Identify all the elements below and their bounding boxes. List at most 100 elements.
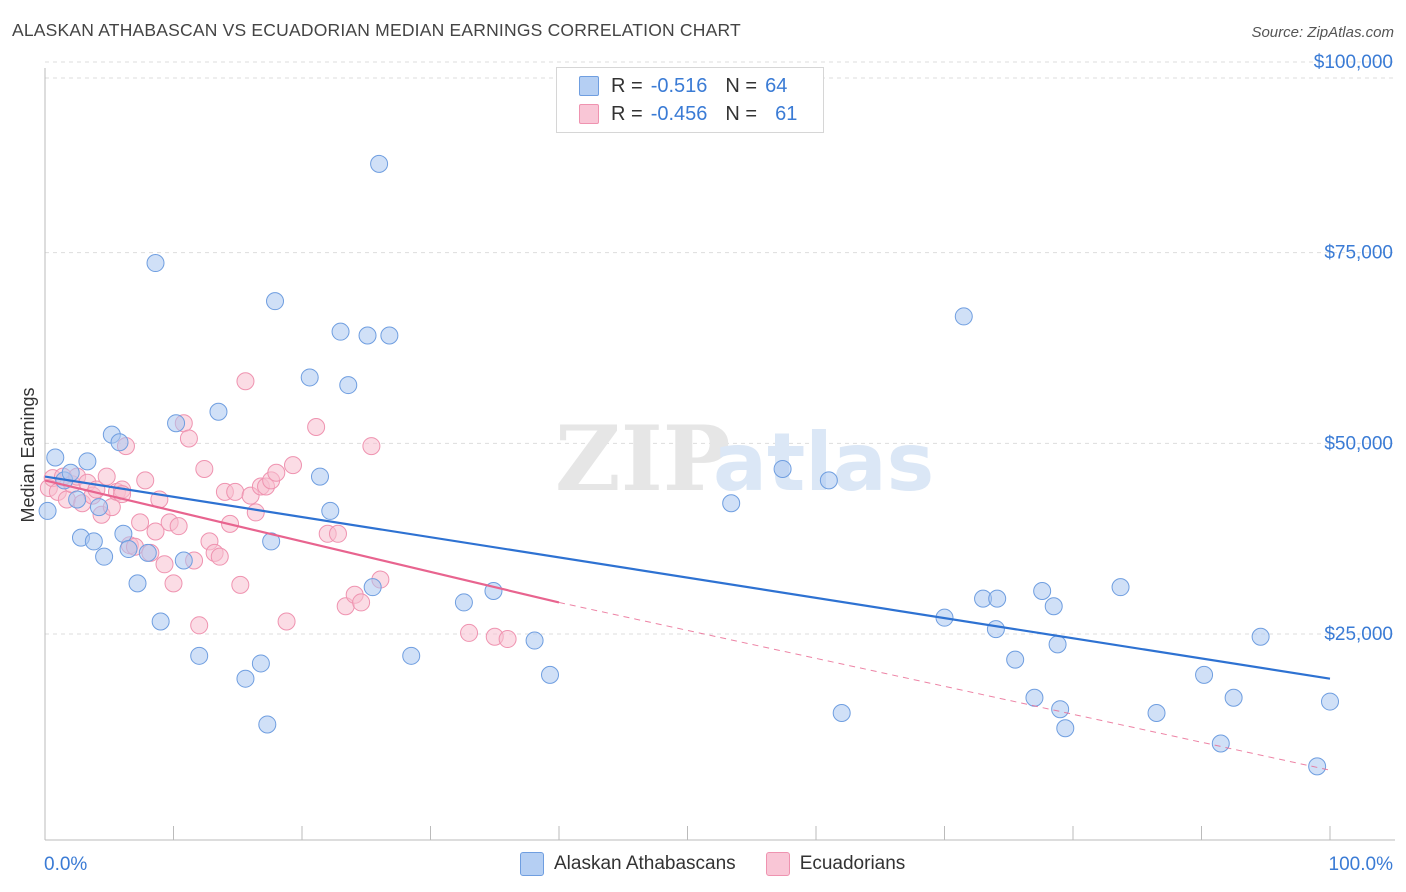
alaskan-point — [819, 471, 838, 490]
legend-item-ecuadorian: Ecuadorians — [765, 852, 906, 876]
ecuadorians-points — [39, 372, 517, 649]
legend-swatch-pink — [765, 852, 790, 876]
alaskan-point — [89, 498, 108, 517]
alaskan-point — [236, 669, 255, 688]
ecuadorian-point — [352, 593, 371, 612]
alaskan-point — [167, 414, 186, 433]
alaskan-point — [1033, 581, 1052, 600]
legend-n-label: N = — [725, 74, 758, 97]
alaskan-point — [151, 612, 170, 631]
legend-row-alaskan: R = -0.516 N = 64 — [557, 72, 787, 100]
alaskan-point — [402, 646, 421, 665]
y-tick-label: $25,000 — [1324, 624, 1393, 645]
ecuadorian-point — [226, 482, 245, 501]
alaskan-point — [138, 543, 157, 562]
alaskan-point — [1195, 665, 1214, 684]
alaskan-trend-line — [44, 475, 1331, 680]
legend-label-alaskan: Alaskan Athabascans — [554, 853, 736, 874]
ecuadorian-point — [236, 372, 255, 391]
alaskan-point — [146, 254, 165, 273]
ecuadorian-point — [246, 503, 265, 522]
alaskan-point — [773, 459, 792, 478]
ecuadorian-point — [460, 623, 479, 642]
legend-swatch-pink — [579, 104, 599, 124]
legend-n-value: 61 — [775, 102, 798, 125]
alaskan-point — [119, 540, 138, 559]
alaskan-point — [988, 589, 1007, 608]
watermark-atlas: atlas — [713, 416, 934, 509]
y-tick-label: $50,000 — [1324, 433, 1393, 454]
alaskan-point — [1251, 627, 1270, 646]
alaskan-point — [310, 467, 329, 486]
ecuadorian-point — [155, 555, 174, 574]
tick-labels: $25,000 $50,000 $75,000 $100,000 0.0% 100.0% — [44, 52, 1393, 875]
alaskan-point — [209, 402, 228, 421]
legend-item-alaskan: Alaskan Athabascans — [520, 852, 736, 876]
alaskan-point — [1056, 719, 1075, 738]
alaskan-point — [262, 532, 281, 551]
alaskan-point — [78, 452, 97, 471]
ecuadorian-point — [362, 437, 381, 456]
ecuadorian-trend-line — [44, 479, 560, 604]
ecuadorian-point — [195, 459, 214, 478]
alaskan-point — [339, 376, 358, 395]
y-tick-label: $100,000 — [1314, 52, 1393, 73]
legend-swatch-blue — [520, 852, 544, 876]
ecuadorian-point — [277, 612, 296, 631]
legend-label-ecuadorian: Ecuadorians — [799, 853, 906, 874]
alaskan-point — [266, 292, 285, 311]
alaskan-point — [95, 547, 114, 566]
ecuadorian-point — [190, 616, 209, 635]
ecuadorian-point — [307, 418, 326, 437]
alaskan-point — [68, 490, 87, 509]
alaskan-point — [1211, 734, 1230, 753]
ecuadorian-point — [164, 574, 183, 593]
ecuadorian-point — [131, 513, 150, 532]
alaskan-point — [331, 322, 350, 341]
ecuadorian-point — [169, 517, 188, 536]
watermark-zip: ZIP — [555, 406, 730, 512]
trend-lines — [44, 475, 1331, 771]
legend-r-value: -0.456 — [650, 102, 708, 125]
alaskan-point — [1025, 688, 1044, 707]
alaskan-point — [722, 494, 741, 513]
legend-r-value: -0.516 — [650, 74, 708, 97]
alaskan-point — [541, 665, 560, 684]
legend-n-value: 64 — [765, 74, 788, 97]
alaskan-point — [358, 326, 377, 345]
ecuadorian-point — [498, 630, 517, 649]
ecuadorian-point — [328, 524, 347, 543]
watermark: ZIP atlas — [555, 406, 934, 512]
alaskan-point — [114, 524, 133, 543]
alaskan-point — [128, 574, 147, 593]
alaskan-point — [174, 551, 193, 570]
alaskan-point — [363, 578, 382, 597]
axes — [44, 68, 1395, 841]
ecuadorian-point — [267, 463, 286, 482]
alaskan-point — [38, 501, 57, 520]
alaskan-point — [190, 646, 209, 665]
legend-row-ecuadorian: R = -0.456 N = 61 — [557, 100, 797, 128]
alaskan-point — [454, 593, 473, 612]
legend-r-label: R = — [611, 102, 643, 125]
x-tick-label: 100.0% — [1329, 854, 1394, 875]
alaskan-point — [1048, 635, 1067, 654]
ecuadorian-point — [97, 467, 116, 486]
source-credit: Source: ZipAtlas.com — [1251, 24, 1394, 41]
alaskan-point — [258, 715, 277, 734]
alaskan-point — [1111, 578, 1130, 597]
x-tick-label: 0.0% — [44, 854, 87, 875]
series-legend: Alaskan Athabascans Ecuadorians — [520, 852, 935, 876]
alaskan-point — [1006, 650, 1025, 669]
legend-n-label: N = — [725, 102, 758, 125]
alaskan-point — [832, 704, 851, 723]
gridlines — [45, 61, 1395, 635]
legend-r-label: R = — [611, 74, 643, 97]
alaskan-point — [525, 631, 544, 650]
alaskan-point — [1051, 700, 1070, 719]
alaskan-point — [300, 368, 319, 387]
alaskan-point — [1321, 692, 1339, 711]
alaskan-point — [1044, 597, 1063, 616]
alaskan-point — [1308, 757, 1327, 776]
